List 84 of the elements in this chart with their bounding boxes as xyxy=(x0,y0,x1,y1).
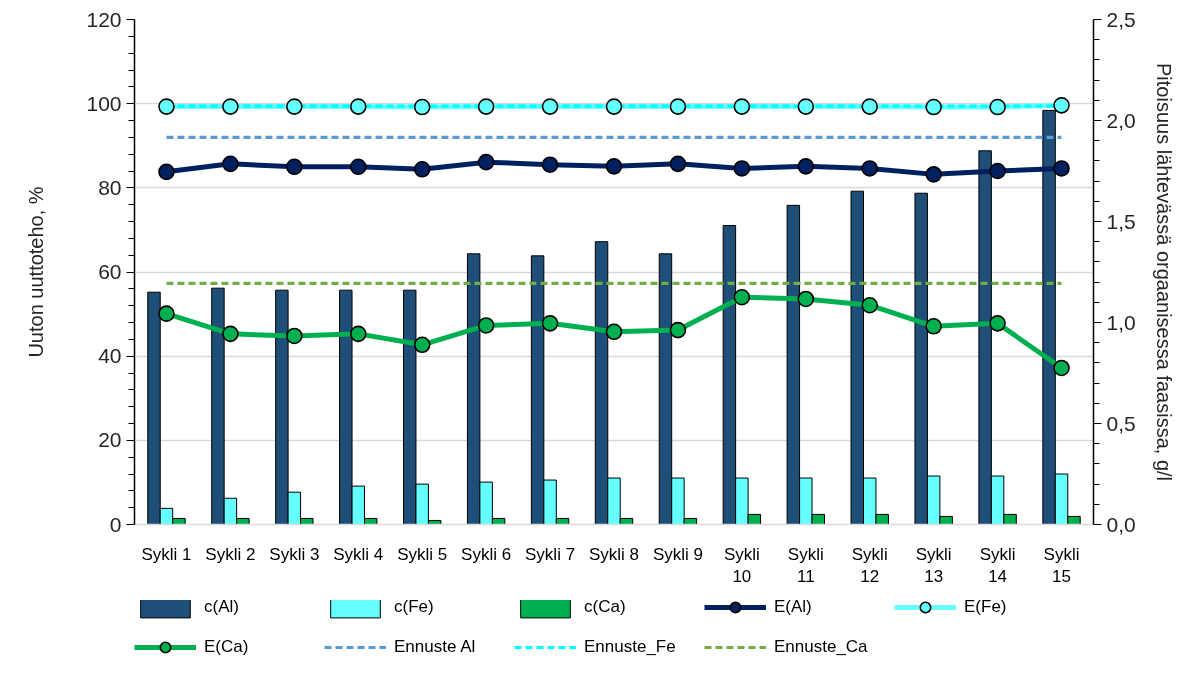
point xyxy=(669,98,687,115)
y2-tick-label: 2,5 xyxy=(1106,7,1136,31)
x-tick-label: Sykli 1 xyxy=(141,544,192,564)
y-tick-label: 20 xyxy=(98,428,122,452)
legend-label: Ennuste Al xyxy=(394,637,477,657)
point xyxy=(605,158,623,175)
x-tick-label: Sykli 13 xyxy=(915,544,952,587)
point xyxy=(925,98,942,116)
point xyxy=(222,325,239,343)
point xyxy=(669,155,687,173)
y2-tick-label: 1,0 xyxy=(1106,310,1136,334)
point xyxy=(222,98,239,115)
point xyxy=(158,98,175,115)
y-tick-label: 60 xyxy=(98,260,122,283)
point xyxy=(925,166,942,183)
point xyxy=(861,160,879,177)
point xyxy=(1053,97,1070,114)
x-tick-label: Sykli 14 xyxy=(979,544,1016,587)
point xyxy=(605,98,623,115)
point xyxy=(797,290,815,308)
point xyxy=(733,98,751,115)
x-tick-label: Sykli 15 xyxy=(1043,544,1080,587)
point xyxy=(861,296,879,314)
point xyxy=(286,98,303,115)
legend-label: E(Al) xyxy=(774,599,813,617)
point xyxy=(605,323,623,341)
legend-label: c(Fe) xyxy=(394,599,435,617)
legend-label: Ennuste_Fe xyxy=(584,637,677,657)
point xyxy=(477,317,495,334)
x-tick-label: Sykli 5 xyxy=(397,544,448,564)
point xyxy=(477,98,495,115)
point xyxy=(413,98,431,116)
x-tick-label: Sykli 11 xyxy=(787,544,824,587)
x-tick-label: Sykli 10 xyxy=(723,544,760,587)
point xyxy=(477,153,495,171)
x-tick-label: Sykli 8 xyxy=(588,544,640,564)
x-tick-label: Sykli 2 xyxy=(205,544,256,564)
y2-tick-label: 2,0 xyxy=(1106,108,1136,132)
legend-label: E(Fe) xyxy=(964,599,1008,617)
x-tick-label: Sykli 4 xyxy=(333,544,384,564)
point xyxy=(733,160,751,177)
point xyxy=(925,318,942,335)
x-tick-label: Sykli 12 xyxy=(851,544,888,587)
point xyxy=(349,98,367,115)
point xyxy=(413,336,431,354)
point xyxy=(797,98,815,115)
point xyxy=(989,162,1006,180)
y2-tick-label: 0,0 xyxy=(1106,512,1136,536)
y-axis-title: Uuton uuttoteho, % xyxy=(25,186,48,358)
point xyxy=(158,163,175,181)
legend-label: Ennuste_Ca xyxy=(774,637,869,657)
point xyxy=(541,315,559,332)
y-tick-label: 120 xyxy=(86,7,122,31)
point xyxy=(1053,160,1070,177)
x-tick-label: Sykli 9 xyxy=(652,544,703,564)
y2-tick-label: 1,5 xyxy=(1106,209,1136,233)
point xyxy=(413,161,431,178)
x-tick-label: Sykli 6 xyxy=(461,544,512,564)
legend-label: c(Ca) xyxy=(584,599,627,617)
y2-tick-label: 0,5 xyxy=(1106,411,1136,435)
point xyxy=(797,158,815,175)
point xyxy=(1053,359,1070,377)
legend-label: E(Ca) xyxy=(204,637,250,657)
y-tick-label: 0 xyxy=(109,512,122,536)
point xyxy=(733,288,751,306)
point xyxy=(286,158,303,176)
point xyxy=(989,315,1006,332)
point xyxy=(286,327,303,345)
point xyxy=(541,98,559,115)
point xyxy=(158,305,175,322)
x-tick-label: Sykli 7 xyxy=(525,544,576,564)
point xyxy=(669,321,687,339)
y-tick-label: 80 xyxy=(98,175,122,199)
x-tick-label: Sykli 3 xyxy=(269,544,320,564)
point xyxy=(989,98,1006,116)
point xyxy=(349,325,367,343)
point xyxy=(222,155,239,173)
legend-label: c(Al) xyxy=(204,599,240,617)
y2-axis-title: Pitoisuus lähtevässä orgaanisessa faasissa, g/l xyxy=(1152,63,1175,482)
y-tick-label: 40 xyxy=(98,344,122,368)
point xyxy=(861,98,879,115)
point xyxy=(349,158,367,176)
point xyxy=(541,156,559,173)
y-tick-label: 100 xyxy=(86,91,122,115)
